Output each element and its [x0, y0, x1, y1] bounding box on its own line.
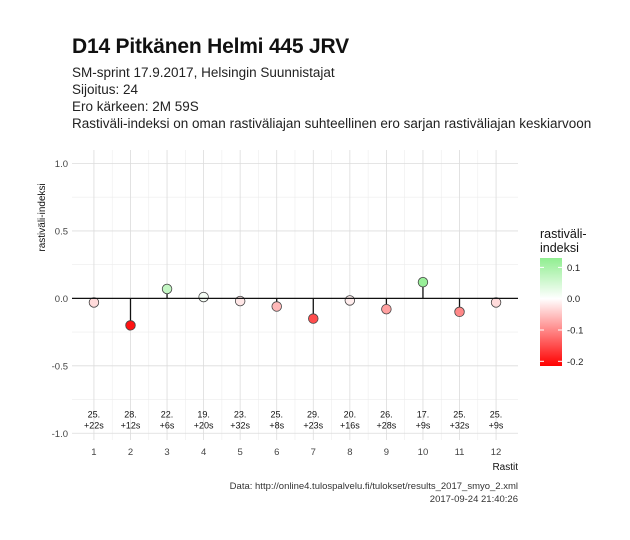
legend-tick-label: -0.2 [567, 357, 583, 368]
data-point [381, 303, 392, 315]
subtitle-gap-to-leader: Ero kärkeen: 2M 59S [72, 99, 199, 114]
x-tick-label: 7 [311, 447, 316, 458]
subtitle-index-explanation: Rastiväli-indeksi on oman rastiväliajan … [72, 116, 592, 131]
point-label-rank: 25. [270, 409, 283, 419]
data-point [234, 295, 246, 307]
point-label-diff: +32s [230, 420, 250, 430]
x-tick-label: 8 [347, 447, 352, 458]
point-label-rank: 20. [344, 409, 357, 419]
x-tick-label: 1 [91, 447, 96, 458]
x-tick-label: 12 [491, 447, 502, 458]
point-label-rank: 29. [307, 409, 320, 419]
x-axis-title: Rastit [492, 462, 518, 473]
x-tick-label: 11 [455, 447, 465, 458]
point-labels: 25.+22s28.+12s22.+6s19.+20s23.+32s25.+8s… [84, 409, 504, 430]
point-label-diff: +9s [489, 420, 504, 430]
title-block: D14 Pitkänen Helmi 445 JRV SM-sprint 17.… [72, 34, 612, 132]
y-tick-label: 1.0 [55, 159, 68, 170]
data-point [125, 320, 136, 331]
legend-tick-label: -0.1 [567, 326, 583, 337]
x-tick-label: 5 [238, 447, 243, 458]
data-point [271, 301, 282, 312]
timestamp-caption: 2017-09-24 21:40:26 [429, 494, 518, 505]
point-label-rank: 25. [490, 409, 503, 419]
point-label-rank: 23. [234, 409, 247, 419]
point-label-rank: 22. [161, 409, 174, 419]
point-label-diff: +20s [194, 420, 214, 430]
data-point [417, 276, 429, 288]
source-caption: Data: http://online4.tulospalvelu.fi/tul… [229, 481, 518, 492]
x-tick-label: 3 [164, 447, 169, 458]
data-point [161, 283, 173, 295]
subtitle-placement: Sijoitus: 24 [72, 82, 139, 97]
point-label-rank: 25. [453, 409, 466, 419]
data-point [88, 297, 100, 308]
point-label-diff: +12s [121, 420, 141, 430]
y-tick-label: 0.5 [55, 226, 68, 237]
point-label-diff: +6s [160, 420, 175, 430]
data-point [198, 291, 209, 303]
x-tick-label: 4 [201, 447, 206, 458]
legend-tick-label: 0.0 [567, 294, 580, 305]
axes: 1.00.50.0-0.5-1.01 2 3 4 5 6 7 8 9 10 11 12Rastitra… [37, 159, 518, 473]
legend-tick-label: 0.1 [567, 263, 580, 274]
y-tick-label: -0.5 [52, 361, 68, 372]
x-tick-label: 9 [384, 447, 389, 458]
point-label-diff: +28s [377, 420, 397, 430]
x-tick-label: 2 [128, 447, 133, 458]
point-label-diff: +9s [416, 420, 431, 430]
point-label-rank: 26. [380, 409, 393, 419]
y-tick-label: 0.0 [55, 294, 68, 305]
chart-title: D14 Pitkänen Helmi 445 JRV [72, 35, 349, 58]
data-point [490, 297, 502, 308]
y-axis-title: rastiväli-indeksi [37, 183, 48, 251]
legend-colorbar [540, 258, 562, 366]
data-point [308, 313, 319, 324]
point-label-rank: 25. [88, 409, 101, 419]
color-legend: rastiväli-indeksi 0.1 0.0 -0.1 -0.2 [540, 227, 587, 368]
point-label-diff: +32s [450, 420, 470, 430]
point-label-rank: 28. [124, 409, 137, 419]
point-label-diff: +16s [340, 420, 360, 430]
x-tick-label: 6 [274, 447, 279, 458]
point-label-rank: 17. [417, 409, 430, 419]
subtitle-event: SM-sprint 17.9.2017, Helsingin Suunnista… [72, 65, 335, 80]
legend-title: rastiväli-indeksi [540, 227, 587, 255]
x-tick-label: 10 [418, 447, 429, 458]
y-tick-label: -1.0 [52, 429, 68, 440]
grid-lines [72, 150, 518, 440]
point-label-diff: +23s [303, 420, 323, 430]
point-label-rank: 19. [197, 409, 210, 419]
data-point [344, 295, 356, 306]
point-label-diff: +22s [84, 420, 104, 430]
data-point [454, 306, 465, 318]
point-label-diff: +8s [269, 420, 284, 430]
